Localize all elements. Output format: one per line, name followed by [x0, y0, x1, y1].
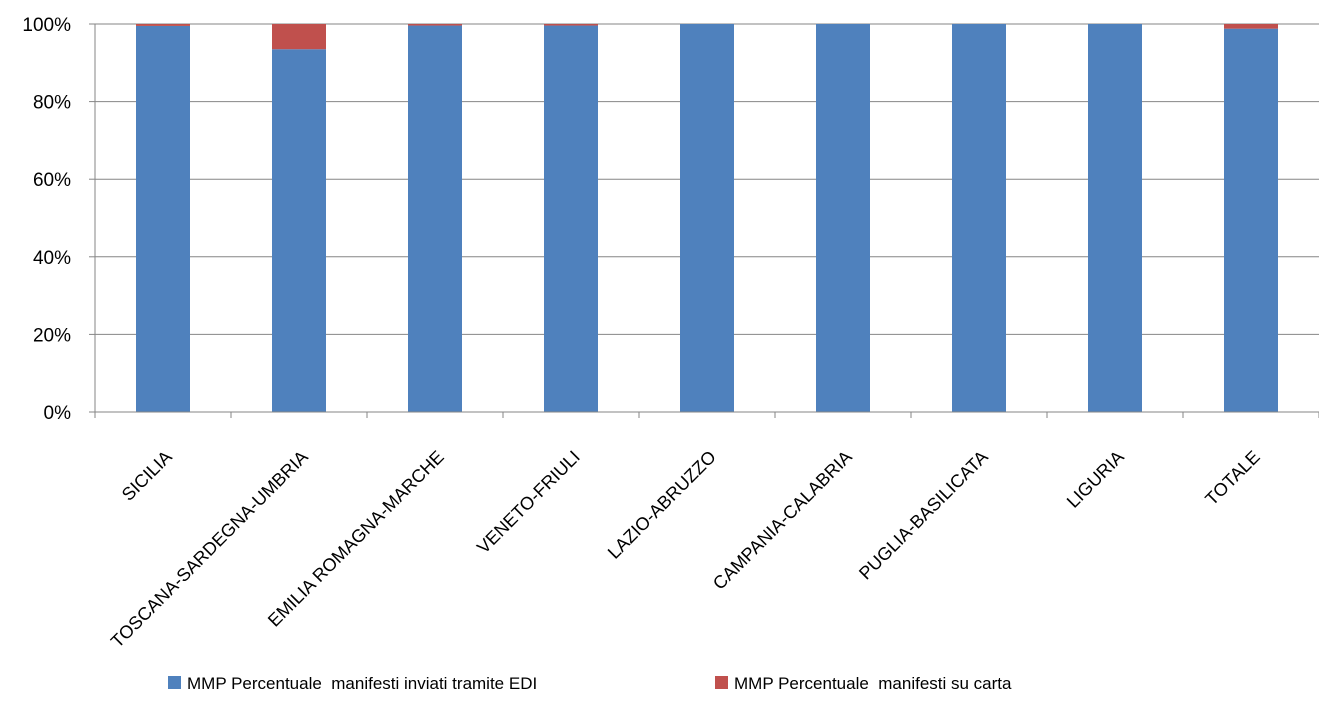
legend: MMP Percentuale manifesti inviati tramit…: [168, 674, 1012, 693]
x-category-label: CAMPANIA-CALABRIA: [709, 447, 856, 594]
bar-edi-liguria: [1088, 24, 1142, 412]
legend-swatch: [715, 676, 728, 689]
bar-edi-sicilia: [136, 25, 190, 412]
y-tick-labels: 0% 20% 40% 60% 80% 100%: [22, 15, 71, 424]
bar-carta-veneto-friuli: [544, 24, 598, 26]
bar-carta-totale: [1224, 24, 1278, 29]
legend-label: MMP Percentuale manifesti inviati tramit…: [187, 674, 537, 693]
bar-carta-sicilia: [136, 24, 190, 26]
bar-edi-campania-calabria: [816, 24, 870, 412]
bar-edi-emilia-romagna-marche: [408, 25, 462, 412]
y-tick-label: 0%: [44, 403, 72, 424]
x-category-label: LIGURIA: [1063, 447, 1128, 512]
bar-edi-lazio-abruzzo: [680, 24, 734, 412]
x-category-label: LAZIO-ABRUZZO: [604, 447, 720, 563]
bar-edi-puglia-basilicata: [952, 24, 1006, 412]
bar-carta-toscana-sardegna-umbria: [272, 24, 326, 50]
x-category-label: SICILIA: [118, 447, 176, 505]
bar-edi-totale: [1224, 28, 1278, 412]
x-category-label: VENETO-FRIULI: [473, 447, 584, 558]
y-tick-label: 80%: [33, 93, 71, 114]
x-category-label: PUGLIA-BASILICATA: [855, 447, 992, 584]
bar-carta-emilia-romagna-marche: [408, 24, 462, 26]
axes: [89, 23, 1319, 418]
y-tick-label: 100%: [22, 15, 71, 36]
bar-edi-toscana-sardegna-umbria: [272, 49, 326, 412]
legend-swatch: [168, 676, 181, 689]
y-tick-label: 20%: [33, 325, 71, 346]
bars-group: [136, 24, 1278, 412]
y-tick-label: 40%: [33, 248, 71, 269]
x-category-label: TOTALE: [1201, 447, 1263, 509]
y-tick-label: 60%: [33, 170, 71, 191]
legend-label: MMP Percentuale manifesti su carta: [734, 674, 1012, 693]
bar-edi-veneto-friuli: [544, 25, 598, 412]
